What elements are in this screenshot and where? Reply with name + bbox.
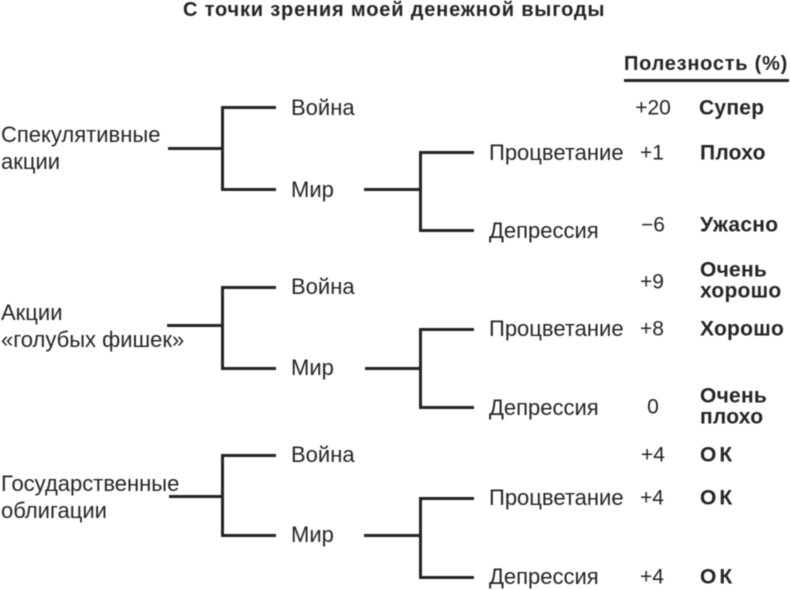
tree-line-peace-stem-1 xyxy=(364,188,421,191)
utility-war-2: +9 xyxy=(640,270,664,293)
verdict-depression-2: Очень плохо xyxy=(700,384,768,429)
tree-line-subfork-1 xyxy=(419,151,422,232)
diagram-title: С точки зрения моей денежной выгоды xyxy=(183,0,606,21)
tree-line-subfork-3 xyxy=(419,496,422,579)
utility-depression-3: +4 xyxy=(640,565,664,589)
tree-line-depression-branch-3 xyxy=(419,575,474,579)
utility-depression-2: 0 xyxy=(647,395,659,419)
tree-line-depression-branch-2 xyxy=(419,406,474,409)
utility-prosperity-2: +8 xyxy=(640,317,664,340)
utility-war-1: +20 xyxy=(635,96,671,120)
tree-line-fork-3 xyxy=(221,453,224,537)
tree-line-peace-stem-2 xyxy=(365,366,421,370)
verdict-war-2: Очень хорошо xyxy=(700,258,782,303)
tree-line-fork-1 xyxy=(221,106,224,191)
event-depression-1: Депрессия xyxy=(489,217,599,243)
tree-line-peace-stem-3 xyxy=(364,533,421,537)
tree-line-stem-1 xyxy=(168,147,224,150)
event-prosperity-2: Процветание xyxy=(489,316,624,341)
verdict-depression-3: ОК xyxy=(700,565,736,589)
event-peace-1: Мир xyxy=(291,177,334,202)
verdict-prosperity-1: Плохо xyxy=(700,141,766,165)
verdict-war-1: Супер xyxy=(699,96,765,120)
event-war-2: Война xyxy=(291,274,355,299)
event-war-3: Война xyxy=(291,442,355,467)
event-depression-3: Депрессия xyxy=(489,564,599,589)
tree-line-war-branch-2 xyxy=(221,285,276,289)
utility-prosperity-1: +1 xyxy=(640,141,664,165)
tree-line-prosperity-branch-2 xyxy=(419,327,474,331)
event-peace-3: Мир xyxy=(291,522,334,547)
tree-line-peace-branch-1 xyxy=(221,188,276,191)
verdict-depression-1: Ужасно xyxy=(700,213,779,237)
event-prosperity-3: Процветание xyxy=(489,485,624,510)
utility-prosperity-3: +4 xyxy=(640,486,664,510)
tree-line-peace-branch-3 xyxy=(221,533,276,537)
event-peace-2: Мир xyxy=(291,355,334,380)
utility-header-underline xyxy=(624,78,789,82)
event-war-1: Война xyxy=(291,95,355,120)
utility-war-3: +4 xyxy=(641,443,665,467)
option-label-speculative-stocks: Спекулятивные акции xyxy=(1,122,161,174)
tree-line-war-branch-1 xyxy=(221,106,276,109)
utility-depression-1: −6 xyxy=(641,213,665,237)
tree-line-peace-branch-2 xyxy=(221,366,276,370)
tree-line-prosperity-branch-1 xyxy=(419,151,474,154)
verdict-prosperity-3: ОК xyxy=(700,486,736,510)
tree-line-fork-2 xyxy=(221,285,224,370)
verdict-prosperity-2: Хорошо xyxy=(700,316,785,340)
tree-line-stem-2 xyxy=(167,323,224,327)
tree-line-subfork-2 xyxy=(419,327,422,409)
utility-column-header: Полезность (%) xyxy=(624,53,789,75)
event-prosperity-1: Процветание xyxy=(489,140,624,165)
option-label-government-bonds: Государственные облигации xyxy=(1,470,180,523)
tree-line-stem-3 xyxy=(169,494,224,498)
tree-line-war-branch-3 xyxy=(221,453,276,457)
tree-line-depression-branch-1 xyxy=(419,228,474,232)
option-label-blue-chip-stocks: Акции «голубых фишек» xyxy=(1,299,185,352)
verdict-war-3: ОК xyxy=(700,443,736,467)
event-depression-2: Депрессия xyxy=(489,394,599,420)
tree-line-prosperity-branch-3 xyxy=(419,496,474,500)
